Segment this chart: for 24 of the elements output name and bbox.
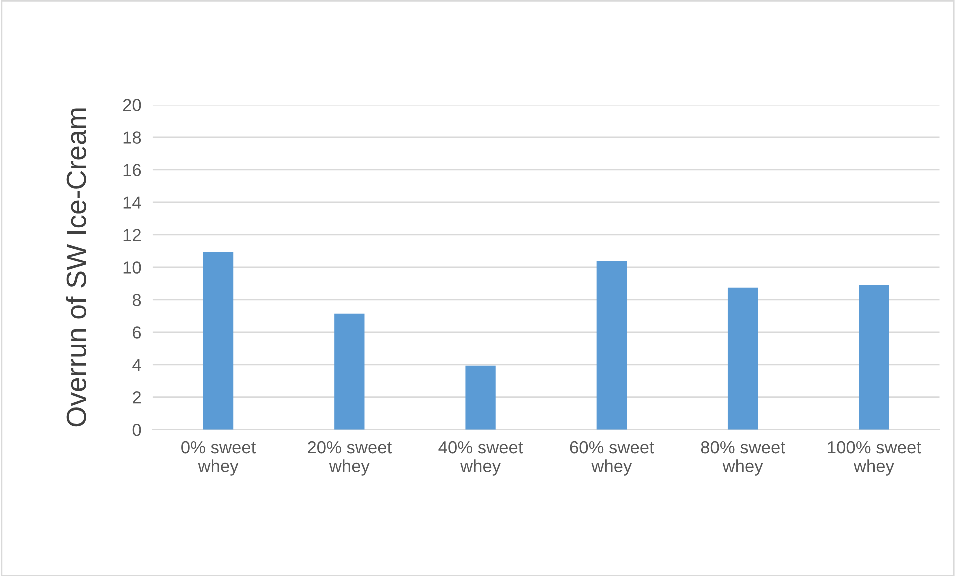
x-tick-label: 40% sweet whey [438, 441, 524, 476]
y-tick-label: 14 [124, 196, 142, 209]
bar [203, 252, 234, 430]
y-tick-label: 20 [123, 99, 142, 112]
bar [596, 260, 627, 430]
y-tick-label: 8 [132, 294, 142, 306]
x-tick-label: 20% sweet whey [308, 441, 392, 476]
y-tick-label: 0 [132, 424, 142, 436]
y-tick-label: 18 [124, 132, 142, 144]
x-tick-label: 100% sweet whey [828, 441, 922, 476]
y-tick-label: 4 [132, 359, 142, 372]
y-tick-label: 12 [124, 229, 141, 242]
bar [466, 366, 496, 430]
bar [859, 284, 890, 430]
bar [334, 314, 365, 430]
y-tick-label: 16 [124, 164, 142, 176]
x-tick-label: 60% sweet whey [570, 441, 654, 476]
bar [728, 288, 758, 430]
y-tick-label: 10 [124, 262, 142, 274]
x-tick-label: 0% sweet whey [182, 441, 256, 476]
y-tick-label: 6 [133, 326, 142, 339]
y-axis-title: Overrun of SW Ice-Cream [66, 108, 86, 427]
x-tick-label: 80% sweet whey [701, 441, 786, 476]
y-tick-label: 2 [133, 392, 141, 404]
